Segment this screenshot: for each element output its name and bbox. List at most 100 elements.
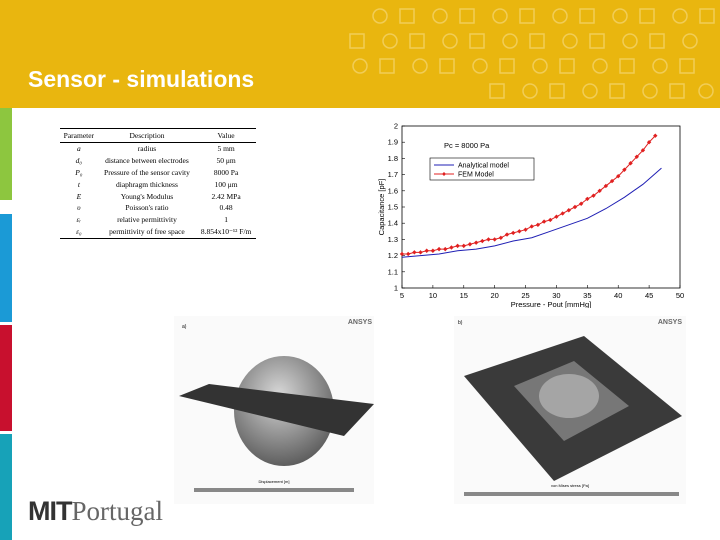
colorbar bbox=[464, 492, 679, 496]
legend-title: Displacement [m] bbox=[259, 479, 290, 484]
marker bbox=[449, 245, 454, 250]
plate bbox=[179, 384, 374, 436]
table-cell: 5 mm bbox=[217, 144, 235, 153]
simulation-a: a) ANSYS Displacement [m] bbox=[174, 316, 374, 504]
y-tick-label: 1.2 bbox=[388, 251, 398, 260]
column-header: Description bbox=[97, 128, 197, 143]
dome bbox=[539, 374, 599, 418]
x-tick-label: 25 bbox=[521, 291, 529, 300]
marker bbox=[646, 140, 652, 145]
table-cell: d₀ bbox=[75, 155, 83, 165]
x-tick-label: 35 bbox=[583, 291, 591, 300]
marker bbox=[455, 243, 460, 249]
table-cell: 50 μm bbox=[216, 155, 236, 165]
table-cell: diaphragm thickness bbox=[116, 179, 178, 189]
panel-label: b) bbox=[458, 320, 463, 326]
marker bbox=[640, 148, 646, 153]
y-tick-label: 1 bbox=[394, 284, 398, 293]
table-row: d₀ distance between electrodes 50 μm bbox=[60, 155, 256, 167]
color-strip bbox=[0, 434, 12, 540]
table-cell: 8.854x10⁻¹² F/m bbox=[196, 226, 256, 240]
y-tick-label: 1.1 bbox=[388, 267, 398, 276]
marker bbox=[486, 237, 491, 242]
table-cell: P₀ bbox=[75, 167, 83, 177]
marker bbox=[399, 251, 405, 257]
color-strip bbox=[0, 214, 12, 322]
table-cell: 0.48 bbox=[219, 203, 233, 213]
column-header: Parameter bbox=[60, 128, 98, 143]
marker bbox=[504, 232, 510, 237]
y-tick-label: 1.7 bbox=[388, 170, 398, 179]
y-axis-label: Capacitance [pF] bbox=[377, 179, 386, 236]
marker bbox=[467, 242, 473, 247]
table-cell: distance between electrodes bbox=[105, 155, 189, 165]
marker bbox=[430, 248, 436, 253]
y-tick-label: 1.8 bbox=[388, 154, 398, 163]
x-tick-label: 20 bbox=[490, 291, 498, 300]
table-cell: ε₀ bbox=[60, 226, 98, 240]
annotation: Pc = 8000 Pa bbox=[444, 141, 490, 150]
table-cell: 8000 Pa bbox=[213, 167, 239, 177]
chart: 11.11.21.31.41.51.61.71.81.925 10 15 20 25 30… bbox=[377, 122, 684, 309]
brand: ANSYS bbox=[348, 319, 372, 326]
marker bbox=[418, 250, 423, 255]
marker bbox=[535, 222, 541, 228]
marker bbox=[480, 238, 485, 244]
legend-box bbox=[429, 157, 535, 181]
y-tick-label: 1.6 bbox=[388, 186, 398, 195]
table-cell: Young's Modulus bbox=[120, 191, 174, 201]
y-tick-label: 1.9 bbox=[388, 138, 398, 147]
table-row: t diaphragm thickness 100 μm bbox=[60, 179, 256, 191]
table-cell: permittivity of free space bbox=[97, 226, 197, 240]
marker bbox=[443, 246, 448, 252]
marker bbox=[405, 251, 411, 257]
marker bbox=[436, 246, 442, 252]
legend-label: Analytical model bbox=[458, 163, 509, 170]
table-row: υ Poisson's ratio 0.48 bbox=[60, 202, 256, 214]
x-axis-label: Pressure - Pout [mmHg] bbox=[511, 300, 591, 308]
logo: MITPortugal bbox=[28, 496, 163, 527]
marker bbox=[517, 229, 522, 234]
table-cell: εᵣ bbox=[76, 215, 82, 225]
parameter-table: Parameter Description Value a radius 5 mm d₀ di… bbox=[60, 128, 256, 240]
x-tick-label: 40 bbox=[614, 291, 622, 300]
marker bbox=[609, 178, 615, 184]
legend-title: von Mises stress [Pa] bbox=[551, 483, 589, 488]
marker bbox=[492, 237, 497, 242]
brand: ANSYS bbox=[658, 319, 682, 326]
marker bbox=[461, 243, 466, 249]
marker bbox=[473, 240, 479, 245]
x-tick-label: 15 bbox=[460, 291, 468, 300]
marker bbox=[424, 248, 429, 253]
table-row: E Young's Modulus 2.42 MPa bbox=[60, 191, 256, 203]
column-header: Value bbox=[196, 128, 256, 143]
table-row: P₀ Pressure of the sensor cavity 8000 Pa bbox=[60, 167, 256, 179]
simulation-b: b) ANSYS von Mises stress [Pa] bbox=[454, 316, 686, 504]
line bbox=[401, 167, 662, 258]
x-tick-label: 50 bbox=[676, 291, 684, 300]
panel-label: a) bbox=[182, 324, 187, 330]
table-cell: radius bbox=[137, 144, 157, 153]
table-cell: E bbox=[76, 191, 82, 201]
table-row: a radius 5 mm bbox=[60, 143, 256, 155]
table-cell: 1 bbox=[224, 215, 228, 225]
table-cell: υ bbox=[77, 203, 81, 213]
marker bbox=[498, 235, 504, 240]
x-tick-label: 5 bbox=[400, 291, 404, 300]
table-cell: t bbox=[77, 179, 80, 189]
marker bbox=[572, 204, 578, 210]
header: Sensor - simulations bbox=[0, 0, 720, 108]
plot-area bbox=[401, 125, 681, 289]
y-tick-label: 1.5 bbox=[388, 203, 398, 212]
header-row: Parameter Description Value bbox=[60, 128, 256, 143]
slide-title: Sensor - simulations bbox=[28, 66, 255, 92]
marker bbox=[591, 193, 596, 198]
y-tick-label: 2 bbox=[394, 122, 398, 131]
y-tick-label: 1.3 bbox=[388, 235, 398, 244]
marker bbox=[412, 250, 417, 255]
table-cell: relative permittivity bbox=[117, 215, 177, 225]
icon-pattern bbox=[349, 8, 715, 99]
color-strip bbox=[0, 108, 12, 200]
color-strip bbox=[0, 325, 12, 431]
